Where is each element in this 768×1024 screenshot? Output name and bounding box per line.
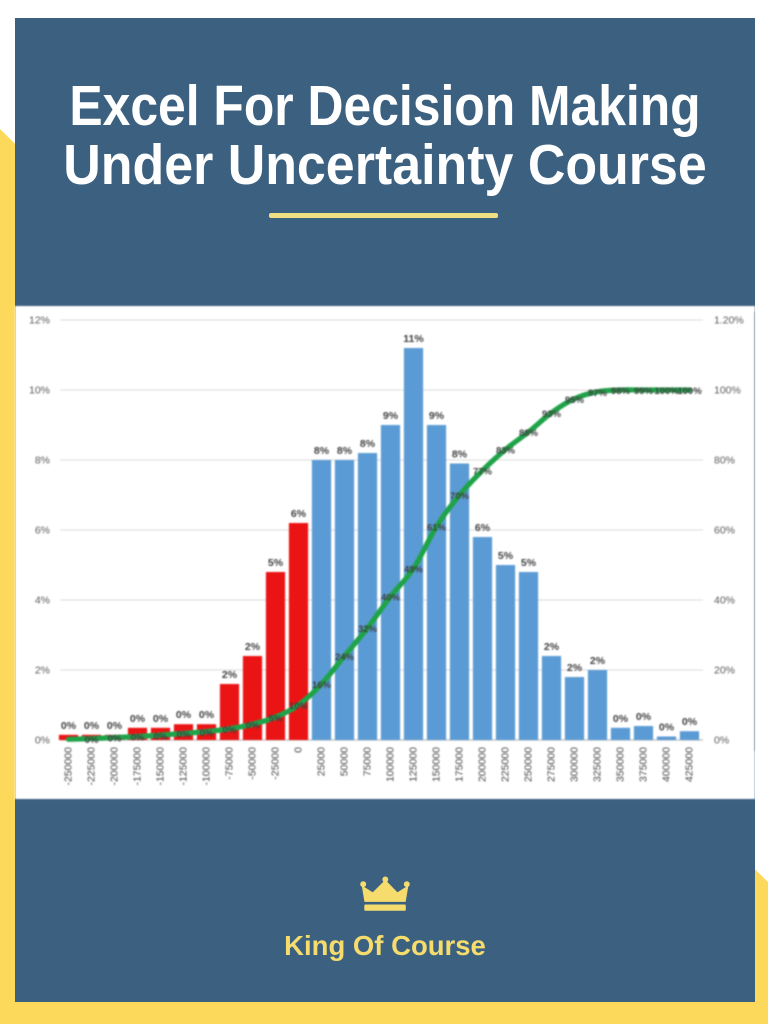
svg-text:-50000: -50000	[247, 747, 259, 780]
svg-text:-250000: -250000	[63, 747, 75, 786]
svg-text:-200000: -200000	[109, 747, 121, 786]
svg-text:99%: 99%	[634, 386, 654, 397]
svg-text:0%: 0%	[130, 713, 146, 725]
svg-text:300000: 300000	[569, 747, 581, 782]
svg-text:1.20%: 1.20%	[714, 315, 744, 327]
svg-text:95%: 95%	[565, 395, 585, 406]
svg-text:0%: 0%	[131, 733, 145, 744]
svg-text:0%: 0%	[682, 716, 698, 728]
svg-text:275000: 275000	[546, 747, 558, 782]
svg-text:350000: 350000	[615, 747, 627, 782]
svg-text:-225000: -225000	[86, 747, 98, 786]
svg-text:0%: 0%	[636, 711, 652, 723]
svg-text:250000: 250000	[523, 747, 535, 782]
svg-text:2%: 2%	[567, 662, 583, 674]
svg-text:0%: 0%	[200, 728, 214, 739]
svg-text:10%: 10%	[289, 701, 309, 712]
svg-text:400000: 400000	[661, 747, 673, 782]
svg-text:0%: 0%	[223, 725, 237, 736]
svg-text:0: 0	[293, 747, 305, 753]
svg-text:97%: 97%	[588, 388, 608, 399]
svg-text:6%: 6%	[35, 525, 50, 537]
svg-text:8%: 8%	[35, 455, 50, 467]
svg-text:0%: 0%	[35, 735, 50, 747]
svg-text:-25000: -25000	[270, 747, 282, 780]
svg-text:6%: 6%	[291, 508, 307, 520]
svg-text:0%: 0%	[176, 709, 192, 721]
svg-text:0%: 0%	[84, 720, 100, 732]
svg-text:12%: 12%	[29, 315, 50, 327]
svg-text:83%: 83%	[496, 446, 516, 457]
svg-text:0%: 0%	[108, 734, 122, 745]
svg-text:0%: 0%	[659, 722, 675, 734]
svg-text:6%: 6%	[475, 522, 491, 534]
svg-text:200000: 200000	[477, 747, 489, 782]
svg-text:98%: 98%	[611, 386, 631, 397]
svg-text:4%: 4%	[35, 595, 50, 607]
svg-text:8%: 8%	[360, 438, 376, 450]
svg-text:0%: 0%	[199, 709, 215, 721]
svg-text:5%: 5%	[269, 713, 283, 724]
svg-text:0%: 0%	[61, 720, 77, 732]
svg-text:0%: 0%	[154, 731, 168, 742]
svg-text:100%: 100%	[677, 386, 702, 397]
svg-text:70%: 70%	[450, 491, 470, 502]
svg-text:40%: 40%	[714, 595, 735, 607]
svg-text:0%: 0%	[246, 720, 260, 731]
svg-text:125000: 125000	[408, 747, 420, 782]
svg-text:8%: 8%	[314, 445, 330, 457]
svg-text:2%: 2%	[245, 641, 261, 653]
svg-text:50000: 50000	[339, 747, 351, 776]
svg-text:2%: 2%	[590, 655, 606, 667]
svg-text:49%: 49%	[404, 565, 424, 576]
svg-text:-100000: -100000	[201, 747, 213, 786]
svg-text:0%: 0%	[177, 730, 191, 741]
svg-text:60%: 60%	[714, 525, 735, 537]
svg-text:0%: 0%	[613, 713, 629, 725]
svg-text:150000: 150000	[431, 747, 443, 782]
svg-text:100%: 100%	[654, 386, 679, 397]
svg-text:11%: 11%	[403, 333, 424, 345]
svg-text:20%: 20%	[714, 665, 735, 677]
svg-text:0%: 0%	[85, 735, 99, 746]
svg-text:2%: 2%	[35, 665, 50, 677]
svg-text:5%: 5%	[521, 557, 537, 569]
svg-text:175000: 175000	[454, 747, 466, 782]
svg-text:77%: 77%	[473, 467, 493, 478]
svg-text:32%: 32%	[358, 624, 378, 635]
svg-text:375000: 375000	[638, 747, 650, 782]
svg-text:-125000: -125000	[178, 747, 190, 786]
svg-text:-150000: -150000	[155, 747, 167, 786]
svg-text:2%: 2%	[222, 669, 238, 681]
svg-text:93%: 93%	[542, 409, 562, 420]
svg-text:25000: 25000	[316, 747, 328, 776]
svg-text:2%: 2%	[544, 641, 560, 653]
svg-text:24%: 24%	[335, 652, 355, 663]
svg-text:-175000: -175000	[132, 747, 144, 786]
svg-text:-75000: -75000	[224, 747, 236, 780]
svg-text:425000: 425000	[684, 747, 696, 782]
svg-text:0%: 0%	[153, 713, 169, 725]
svg-text:325000: 325000	[592, 747, 604, 782]
svg-text:75000: 75000	[362, 747, 374, 776]
svg-text:16%: 16%	[312, 680, 332, 691]
svg-text:0%: 0%	[107, 720, 123, 732]
svg-text:8%: 8%	[452, 449, 468, 461]
svg-text:9%: 9%	[383, 410, 399, 422]
svg-text:61%: 61%	[427, 523, 447, 534]
svg-text:80%: 80%	[714, 455, 735, 467]
svg-text:100000: 100000	[385, 747, 397, 782]
svg-text:0%: 0%	[714, 735, 729, 747]
svg-text:40%: 40%	[381, 593, 401, 604]
svg-text:5%: 5%	[498, 550, 514, 562]
svg-text:225000: 225000	[500, 747, 512, 782]
svg-text:8%: 8%	[337, 445, 353, 457]
svg-text:100%: 100%	[714, 385, 741, 397]
svg-text:5%: 5%	[268, 557, 284, 569]
svg-text:10%: 10%	[29, 385, 50, 397]
svg-text:88%: 88%	[519, 428, 539, 439]
svg-text:9%: 9%	[429, 410, 445, 422]
